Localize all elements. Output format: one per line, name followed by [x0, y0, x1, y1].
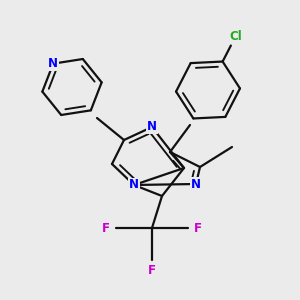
Text: N: N [191, 178, 201, 190]
Text: Cl: Cl [229, 30, 242, 43]
Text: N: N [48, 57, 58, 70]
Text: F: F [194, 221, 202, 235]
Text: N: N [147, 121, 157, 134]
Text: F: F [102, 221, 110, 235]
Text: N: N [129, 178, 139, 191]
Text: F: F [148, 263, 156, 277]
